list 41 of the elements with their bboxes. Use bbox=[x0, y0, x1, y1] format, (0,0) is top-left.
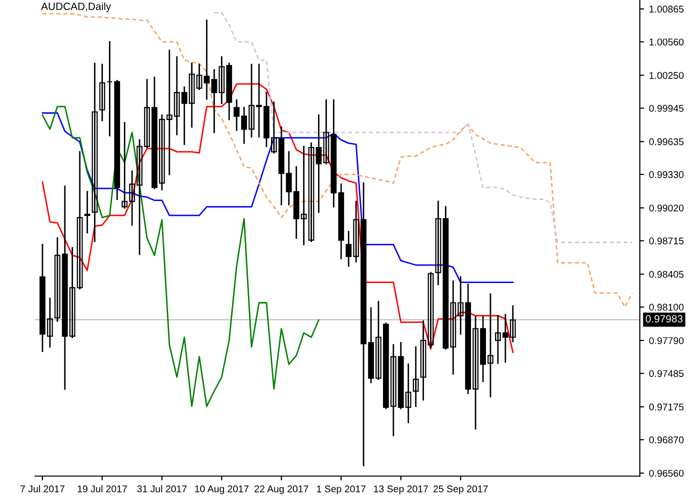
x-tick-label: 13 Sep 2017 bbox=[374, 485, 428, 494]
candlestick bbox=[412, 346, 419, 407]
candlestick bbox=[106, 41, 113, 136]
candlestick bbox=[316, 114, 322, 213]
candlestick bbox=[420, 320, 426, 400]
candlestick bbox=[204, 20, 210, 100]
y-tick-label: 0.97485 bbox=[649, 370, 684, 377]
candlestick bbox=[92, 62, 98, 242]
y-tick-label: 0.96560 bbox=[649, 470, 684, 477]
y-tick-label: 0.99635 bbox=[649, 138, 684, 146]
y-tick-label: 0.97175 bbox=[649, 404, 684, 410]
y-tick-label: 0.96870 bbox=[649, 436, 684, 444]
line-series bbox=[42, 13, 634, 308]
y-tick-label: 1.00250 bbox=[650, 72, 684, 79]
line-series bbox=[214, 12, 634, 244]
candlestick bbox=[308, 142, 314, 242]
x-tick-label: 31 Jul 2017 bbox=[137, 485, 187, 492]
x-tick-label: 22 Aug 2017 bbox=[254, 485, 308, 494]
candlestick bbox=[428, 272, 434, 348]
y-tick-label: 0.99945 bbox=[649, 104, 684, 112]
y-tick-label: 0.97790 bbox=[649, 337, 684, 344]
x-tick-label: 10 Aug 2017 bbox=[195, 485, 248, 494]
y-tick-label: 0.99330 bbox=[649, 171, 684, 178]
line-series bbox=[42, 112, 514, 283]
ref-line-label: 0.97983 bbox=[646, 315, 683, 322]
chart-title: AUDCAD,Daily bbox=[41, 2, 112, 12]
y-tick-label: 0.99020 bbox=[649, 204, 684, 212]
line-series bbox=[42, 83, 514, 354]
candlestick bbox=[84, 191, 90, 234]
x-tick-label: 19 Jul 2017 bbox=[78, 485, 127, 492]
y-tick-label: 1.00865 bbox=[650, 6, 684, 13]
y-tick-label: 1.00560 bbox=[650, 38, 684, 46]
x-tick-label: 1 Sep 2017 bbox=[317, 485, 366, 494]
x-tick-label: 25 Sep 2017 bbox=[434, 485, 488, 494]
y-tick-label: 0.98100 bbox=[649, 304, 684, 311]
candlestick bbox=[99, 64, 106, 122]
x-tick-label: 7 Jul 2017 bbox=[20, 485, 64, 492]
candlestick bbox=[196, 64, 202, 90]
y-tick-label: 0.98405 bbox=[649, 270, 684, 278]
line-series bbox=[42, 106, 320, 407]
y-tick-label: 0.98715 bbox=[649, 237, 684, 244]
